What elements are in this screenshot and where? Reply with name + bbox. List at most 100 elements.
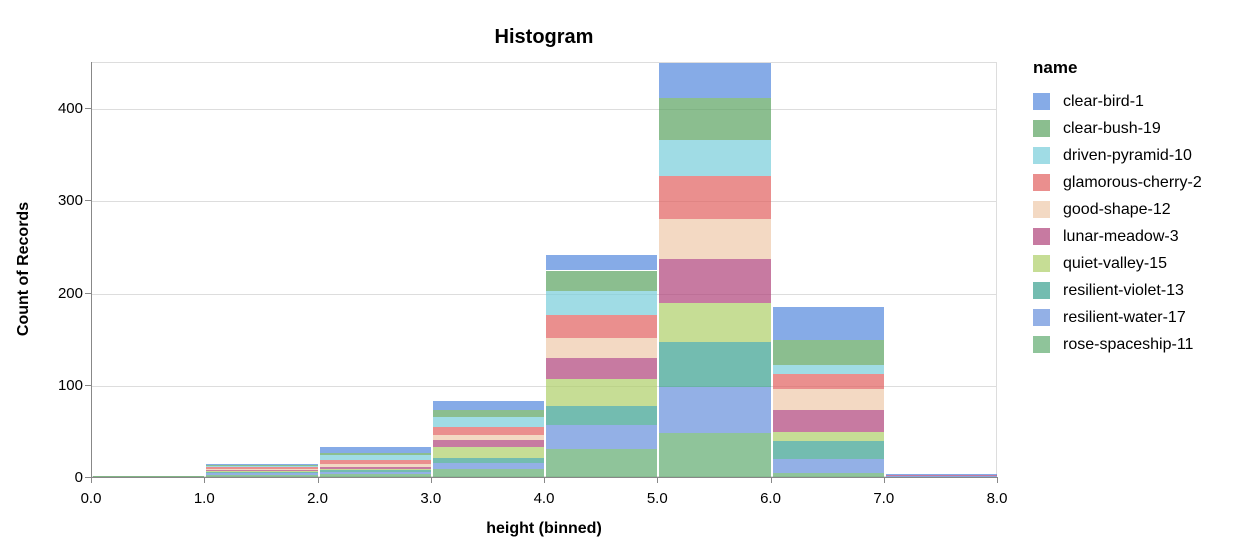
bar-segment-quiet-valley-15-bin1[interactable]: [206, 470, 318, 472]
legend-item-glamorous-cherry-2[interactable]: glamorous-cherry-2: [1033, 169, 1202, 196]
bar-segment-lunar-meadow-3-bin5[interactable]: [659, 259, 771, 303]
bar-segment-clear-bush-19-bin3[interactable]: [432, 409, 544, 418]
bar-segment-quiet-valley-15-bin5[interactable]: [659, 302, 771, 343]
x-tick-label-2.0: 2.0: [307, 490, 328, 507]
bar-segment-resilient-water-17-bin3[interactable]: [432, 463, 544, 469]
bar-segment-resilient-water-17-bin5[interactable]: [659, 386, 771, 433]
bar-segment-rose-spaceship-11-bin1[interactable]: [206, 475, 318, 478]
bar-segment-good-shape-12-bin3[interactable]: [432, 434, 544, 441]
bar-segment-clear-bush-19-bin6[interactable]: [772, 339, 884, 365]
bar-segment-lunar-meadow-3-bin4[interactable]: [546, 358, 658, 380]
bar-segment-rose-spaceship-11-bin5[interactable]: [659, 432, 771, 478]
x-tick-0.0: [91, 477, 92, 483]
bar-segment-driven-pyramid-10-bin2[interactable]: [319, 454, 431, 461]
legend-item-resilient-water-17[interactable]: resilient-water-17: [1033, 304, 1202, 331]
bar-segment-clear-bush-19-bin2[interactable]: [319, 453, 431, 455]
bar-segment-lunar-meadow-3-bin3[interactable]: [432, 440, 544, 447]
bar-segment-quiet-valley-15-bin6[interactable]: [772, 431, 884, 442]
bar-segment-resilient-violet-13-bin6[interactable]: [772, 441, 884, 459]
legend-item-lunar-meadow-3[interactable]: lunar-meadow-3: [1033, 223, 1202, 250]
bar-segment-good-shape-12-bin1[interactable]: [206, 468, 318, 470]
legend-swatch-icon: [1033, 309, 1050, 326]
x-tick-5.0: [657, 477, 659, 483]
bar-segment-good-shape-12-bin6[interactable]: [772, 389, 884, 410]
legend: name clear-bird-1 clear-bush-19 driven-pyr…: [1033, 58, 1202, 358]
bar-segment-driven-pyramid-10-bin4[interactable]: [546, 290, 658, 315]
y-tick-label-200: 200: [57, 284, 83, 302]
x-axis-title: height (binned): [486, 520, 602, 537]
legend-item-good-shape-12[interactable]: good-shape-12: [1033, 196, 1202, 223]
bar-segment-resilient-water-17-bin1[interactable]: [206, 473, 318, 476]
bar-segment-clear-bird-1-bin2[interactable]: [319, 446, 431, 454]
bar-segment-resilient-water-17-bin6[interactable]: [772, 458, 884, 474]
bar-segment-clear-bird-1-bin3[interactable]: [432, 401, 544, 410]
bar-segment-resilient-violet-13-bin1[interactable]: [206, 471, 318, 474]
bar-segment-glamorous-cherry-2-bin6[interactable]: [772, 373, 884, 390]
bar-segment-rose-spaceship-11-bin6[interactable]: [772, 473, 884, 478]
legend-item-driven-pyramid-10[interactable]: driven-pyramid-10: [1033, 142, 1202, 169]
legend-item-label: resilient-violet-13: [1063, 281, 1184, 299]
bar-segment-glamorous-cherry-2-bin5[interactable]: [659, 176, 771, 219]
x-tick-2.0: [317, 477, 319, 483]
bar-segment-resilient-water-17-bin4[interactable]: [546, 425, 658, 450]
bar-segment-quiet-valley-15-bin2[interactable]: [319, 468, 431, 470]
bar-segment-quiet-valley-15-bin3[interactable]: [432, 446, 544, 458]
x-tick-label-4.0: 4.0: [533, 490, 555, 507]
x-tick-label-7.0: 7.0: [873, 490, 895, 507]
legend-item-label: driven-pyramid-10: [1063, 146, 1192, 164]
bar-segment-clear-bush-19-bin0[interactable]: [93, 476, 205, 478]
legend-swatch-icon: [1033, 120, 1050, 137]
bar-segment-driven-pyramid-10-bin1[interactable]: [206, 466, 318, 467]
bar-segment-glamorous-cherry-2-bin3[interactable]: [432, 427, 544, 435]
bar-segment-clear-bird-1-bin4[interactable]: [546, 254, 658, 271]
bar-segment-glamorous-cherry-2-bin4[interactable]: [546, 314, 658, 338]
bar-segment-rose-spaceship-11-bin3[interactable]: [432, 468, 544, 478]
bar-segment-lunar-meadow-3-bin6[interactable]: [772, 409, 884, 432]
bar-segment-rose-spaceship-11-bin2[interactable]: [319, 474, 431, 478]
bar-segment-good-shape-12-bin4[interactable]: [546, 337, 658, 359]
bar-segment-clear-bird-1-bin5[interactable]: [659, 63, 771, 99]
bar-segment-lunar-meadow-3-bin1[interactable]: [206, 469, 318, 471]
legend-item-clear-bush-19[interactable]: clear-bush-19: [1033, 115, 1202, 142]
legend-item-label: quiet-valley-15: [1063, 254, 1168, 272]
bar-segment-clear-bush-19-bin5[interactable]: [659, 98, 771, 140]
legend-item-quiet-valley-15[interactable]: quiet-valley-15: [1033, 250, 1202, 277]
bar-segment-lunar-meadow-3-bin2[interactable]: [319, 466, 431, 469]
bar-segment-good-shape-12-bin2[interactable]: [319, 464, 431, 467]
bar-segment-clear-bush-19-bin1[interactable]: [206, 465, 318, 466]
legend-rows: clear-bird-1 clear-bush-19 driven-pyramid-…: [1033, 88, 1202, 358]
bar-segment-resilient-violet-13-bin2[interactable]: [319, 469, 431, 472]
bar-segment-resilient-water-17-bin2[interactable]: [319, 471, 431, 475]
y-axis-title: Count of Records: [15, 201, 32, 336]
legend-swatch-icon: [1033, 228, 1050, 245]
bar-segment-lunar-meadow-3-bin7[interactable]: [885, 475, 997, 477]
legend-item-clear-bird-1[interactable]: clear-bird-1: [1033, 88, 1202, 115]
bar-segment-resilient-violet-13-bin4[interactable]: [546, 406, 658, 426]
bar-segment-driven-pyramid-10-bin6[interactable]: [772, 364, 884, 374]
bar-segment-driven-pyramid-10-bin3[interactable]: [432, 417, 544, 428]
bar-segment-driven-pyramid-10-bin5[interactable]: [659, 139, 771, 177]
legend-swatch-icon: [1033, 93, 1050, 110]
y-tick-400: [85, 108, 91, 110]
bar-segment-clear-bird-1-bin7[interactable]: [885, 474, 997, 476]
bar-segment-glamorous-cherry-2-bin2[interactable]: [319, 460, 431, 465]
x-tick-label-5.0: 5.0: [646, 490, 668, 507]
y-tick-label-300: 300: [57, 192, 83, 210]
legend-item-label: glamorous-cherry-2: [1063, 173, 1202, 191]
bar-segment-rose-spaceship-11-bin4[interactable]: [546, 449, 658, 478]
bar-segment-good-shape-12-bin5[interactable]: [659, 218, 771, 260]
bar-segment-resilient-violet-13-bin5[interactable]: [659, 342, 771, 387]
y-tick-100: [85, 384, 91, 386]
legend-item-label: good-shape-12: [1063, 200, 1171, 218]
bar-segment-resilient-violet-13-bin3[interactable]: [432, 457, 544, 464]
bar-segment-quiet-valley-15-bin4[interactable]: [546, 379, 658, 407]
bar-segment-clear-bush-19-bin4[interactable]: [546, 270, 658, 291]
x-tick-label-3.0: 3.0: [420, 490, 442, 507]
legend-swatch-icon: [1033, 174, 1050, 191]
bar-segment-clear-bird-1-bin6[interactable]: [772, 307, 884, 340]
bar-segment-glamorous-cherry-2-bin1[interactable]: [206, 466, 318, 469]
bar-segment-clear-bird-1-bin1[interactable]: [206, 464, 318, 466]
y-tick-label-100: 100: [57, 376, 83, 394]
legend-item-resilient-violet-13[interactable]: resilient-violet-13: [1033, 277, 1202, 304]
legend-item-rose-spaceship-11[interactable]: rose-spaceship-11: [1033, 331, 1202, 358]
